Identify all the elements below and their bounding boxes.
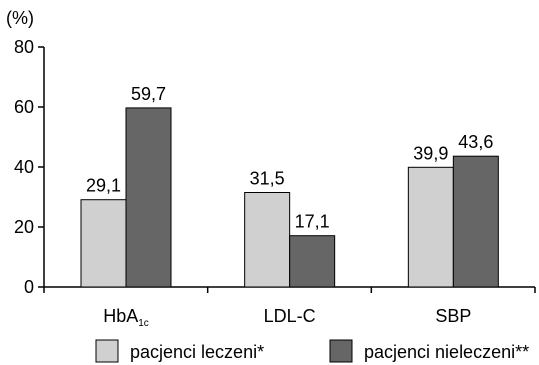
y-tick-label: 0 — [24, 277, 34, 297]
y-unit-label: (%) — [6, 8, 34, 28]
bar — [289, 235, 336, 288]
y-axis: 0 20 40 60 80 — [14, 37, 45, 297]
bars — [80, 107, 499, 288]
bar — [125, 107, 172, 288]
bar-value-label: 29,1 — [86, 176, 121, 196]
y-tick-label: 80 — [14, 37, 34, 57]
y-tick-label: 40 — [14, 157, 34, 177]
bar-value-label: 59,7 — [131, 84, 166, 104]
bar-value-label: 39,9 — [413, 143, 448, 163]
legend-label: pacjenci nieleczeni** — [364, 342, 529, 362]
legend-swatch — [95, 339, 119, 363]
bar — [452, 155, 499, 288]
category-labels: HbA1c LDL-C SBP — [103, 306, 471, 329]
y-tick-label: 20 — [14, 217, 34, 237]
bar — [407, 166, 454, 288]
category-label: HbA1c — [103, 306, 149, 329]
legend-label: pacjenci leczeni* — [130, 342, 264, 362]
bar-value-label: 31,5 — [250, 169, 285, 189]
legend-swatch — [329, 339, 353, 363]
bar-value-label: 43,6 — [458, 132, 493, 152]
legend: pacjenci leczeni* pacjenci nieleczeni** — [95, 339, 529, 363]
data-labels: 29,1 59,7 31,5 17,1 39,9 43,6 — [86, 84, 493, 232]
bar-value-label: 17,1 — [295, 212, 330, 232]
y-tick-label: 60 — [14, 97, 34, 117]
category-label: SBP — [435, 306, 471, 326]
bar — [244, 192, 291, 288]
bar — [80, 199, 127, 288]
category-label: LDL-C — [264, 306, 316, 326]
x-axis — [43, 286, 536, 293]
